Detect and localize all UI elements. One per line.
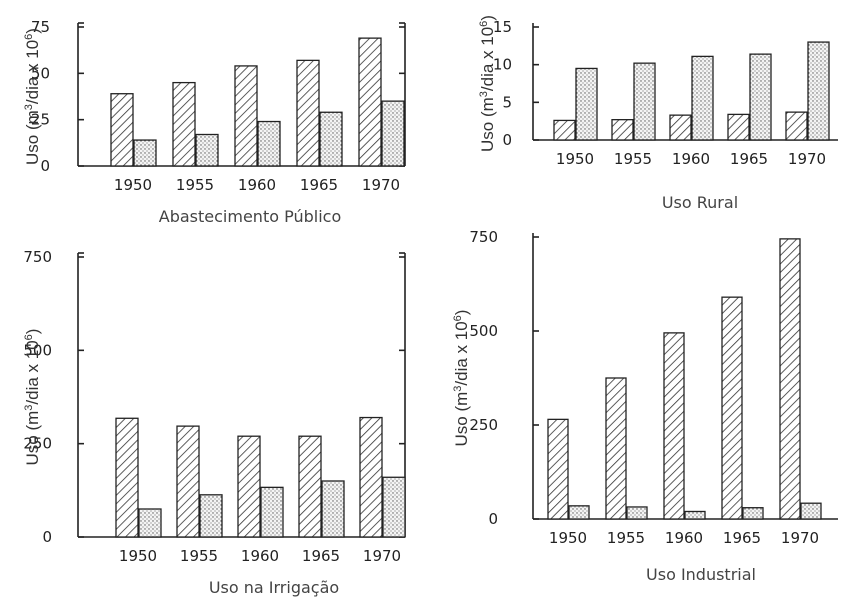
bar-hatched [669, 114, 692, 141]
x-tick-label: 1950 [114, 176, 152, 194]
bar-hatched [115, 417, 139, 538]
y-tick-label: 0 [40, 157, 50, 175]
y-tick-label: 25 [31, 111, 50, 129]
y-tick-label: 0 [502, 131, 512, 149]
bar-hatched [359, 416, 383, 538]
y-tick-label: 5 [502, 93, 512, 111]
x-tick-label: 1960 [672, 150, 710, 168]
bar-dotted [749, 53, 772, 141]
x-tick-label: 1955 [176, 176, 214, 194]
y-axis-label: Uso (m3/dia x 106) [452, 310, 471, 447]
bar-hatched [172, 81, 196, 167]
chart-panel-4: 0 250 500 750 1950 1955 1960 1965 1970 Uso Indust… [452, 228, 838, 584]
y-axis-label: Uso (m3/dia x 106) [478, 15, 497, 152]
y-axis-label: Uso (m3/dia x 106) [23, 28, 42, 165]
chart-panel-2: 0 5 10 15 1950 1955 1960 1965 1970 Uso Rural Uso (… [478, 15, 838, 212]
bar-hatched [553, 119, 576, 141]
x-tick-label: 1955 [180, 547, 218, 565]
bar-hatched [547, 418, 569, 520]
y-tick-label: 0 [488, 510, 498, 528]
x-tick-label: 1950 [119, 547, 157, 565]
x-tick-label: 1955 [607, 529, 645, 547]
y-tick-label: 500 [23, 341, 52, 359]
y-tick-label: 750 [469, 228, 498, 246]
y-tick-label: 10 [493, 56, 512, 74]
x-tick-label: 1970 [781, 529, 819, 547]
bar-hatched [176, 425, 200, 538]
bar-dotted [742, 507, 764, 520]
x-tick-label: 1965 [302, 547, 340, 565]
x-tick-label: 1970 [363, 547, 401, 565]
y-tick-label: 15 [493, 18, 512, 36]
bar-dotted [260, 486, 284, 538]
bar-dotted [382, 476, 406, 538]
y-tick-label: 750 [23, 248, 52, 266]
bar-dotted [381, 100, 405, 167]
bar-dotted [807, 41, 830, 141]
y-tick-label: 250 [469, 416, 498, 434]
bar-dotted [319, 111, 343, 167]
bar-hatched [298, 435, 322, 538]
bar-dotted [199, 494, 223, 538]
y-tick-label: 500 [469, 322, 498, 340]
bar-dotted [575, 67, 598, 141]
x-tick-label: 1965 [300, 176, 338, 194]
bar-dotted [195, 133, 219, 167]
bar-hatched [110, 93, 134, 167]
bar-dotted [633, 62, 656, 141]
bar-dotted [684, 510, 706, 520]
y-axis-label: Uso (m3/dia x 106) [23, 329, 42, 466]
bar-hatched [779, 238, 801, 520]
x-tick-label: 1965 [723, 529, 761, 547]
bar-dotted [691, 55, 714, 141]
bar-hatched [721, 296, 743, 520]
x-tick-label: 1970 [788, 150, 826, 168]
bar-dotted [800, 502, 822, 520]
bar-hatched [611, 119, 634, 141]
y-tick-label: 0 [42, 528, 52, 546]
bar-hatched [237, 435, 261, 538]
bar-dotted [626, 506, 648, 520]
x-tick-label: 1955 [614, 150, 652, 168]
bar-hatched [605, 377, 627, 520]
bar-hatched [663, 332, 685, 520]
x-tick-label: 1970 [362, 176, 400, 194]
panel-title: Uso Industrial [646, 565, 756, 584]
bar-hatched [727, 113, 750, 141]
chart-panel-3: 0 250 500 750 1950 1955 1960 1965 1970 Uso na Irr… [23, 248, 406, 597]
bar-hatched [234, 65, 258, 167]
chart-panel-1: 0 25 50 75 1950 1955 1960 1965 1970 Abastecimento… [23, 18, 406, 226]
x-tick-label: 1950 [549, 529, 587, 547]
x-tick-label: 1965 [730, 150, 768, 168]
bar-dotted [568, 505, 590, 520]
bar-hatched [785, 111, 808, 141]
bar-dotted [321, 480, 345, 538]
bar-dotted [138, 508, 162, 538]
x-tick-label: 1960 [665, 529, 703, 547]
y-tick-label: 250 [23, 435, 52, 453]
bar-hatched [296, 59, 320, 167]
panel-title: Abastecimento Público [159, 207, 341, 226]
bar-dotted [257, 120, 281, 167]
bar-dotted [133, 139, 157, 167]
bar-hatched [358, 37, 382, 167]
x-tick-label: 1960 [241, 547, 279, 565]
y-tick-label: 50 [31, 64, 50, 82]
x-tick-label: 1950 [556, 150, 594, 168]
panel-title: Uso na Irrigação [209, 578, 339, 597]
x-tick-label: 1960 [238, 176, 276, 194]
panel-title: Uso Rural [662, 193, 738, 212]
y-tick-label: 75 [31, 18, 50, 36]
